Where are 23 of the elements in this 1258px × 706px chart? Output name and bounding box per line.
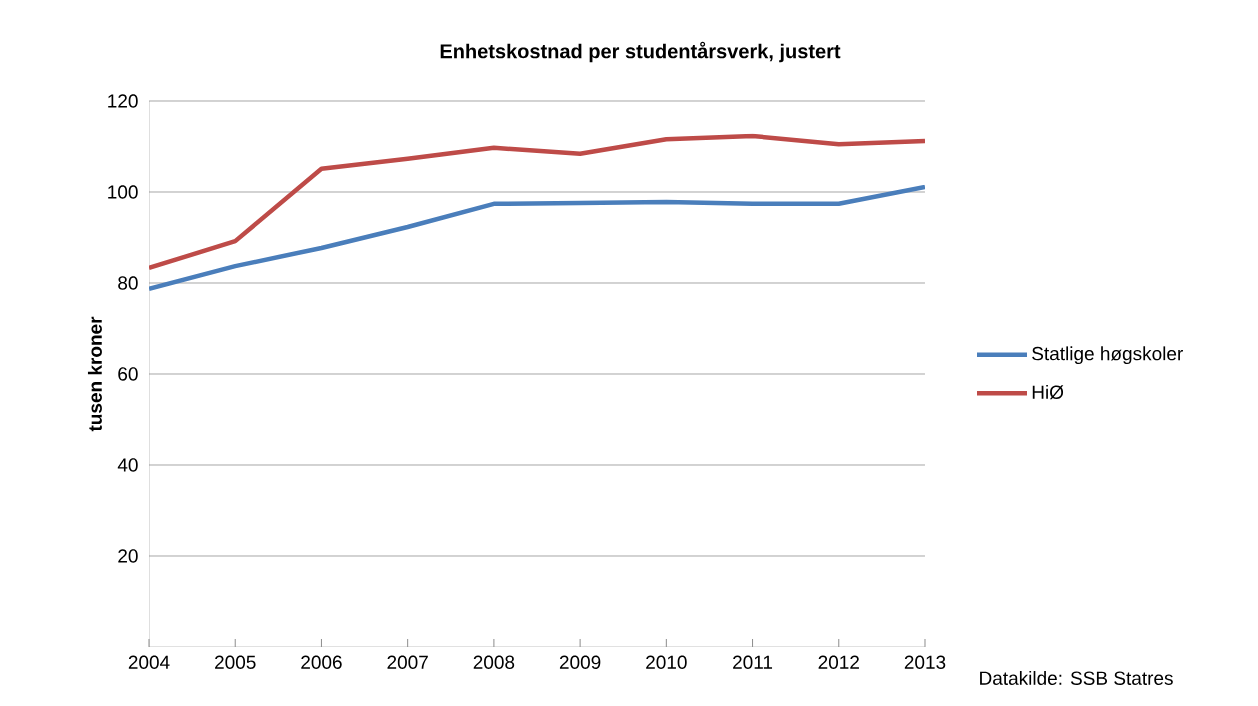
legend-label: Statlige høgskoler <box>1032 346 1183 365</box>
y-tick-label: 80 <box>118 276 138 290</box>
y-tick-label: 120 <box>108 94 138 108</box>
text: Datakilde: SSB Statres <box>980 671 1173 685</box>
y-axis-title: tusen kroner <box>87 316 102 432</box>
y-tick-label: 20 <box>118 549 138 563</box>
line-series <box>149 133 925 271</box>
x-tick-label: 2011 <box>733 655 773 669</box>
line-series <box>149 184 925 292</box>
y-tick-label: 100 <box>108 185 138 199</box>
x-tick-label: 2005 <box>215 655 256 669</box>
x-tick-label: 2007 <box>387 655 428 669</box>
y-tick-label: 60 <box>118 367 138 381</box>
x-tick-label: 2006 <box>301 655 342 669</box>
chart-title: Enhetskostnad per studentårsverk, justert <box>440 41 841 63</box>
legend-label: HiØ <box>1032 384 1064 400</box>
y-tick-label: 40 <box>117 458 138 472</box>
x-tick-label: 2004 <box>128 655 170 669</box>
x-tick-label: 2012 <box>818 655 859 669</box>
x-tick-label: 2009 <box>559 655 601 669</box>
x-tick-label: 2013 <box>904 655 946 669</box>
x-tick-label: 2010 <box>646 655 687 669</box>
x-tick-label: 2008 <box>473 655 515 669</box>
